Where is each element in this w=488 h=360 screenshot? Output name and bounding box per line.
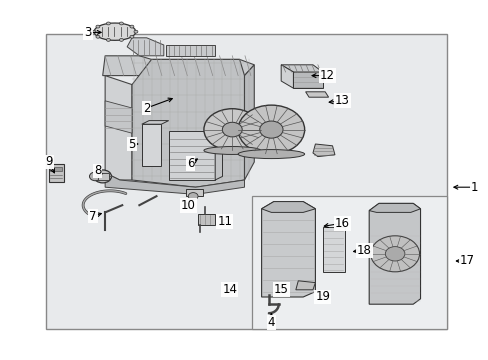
Text: 1: 1 [469,181,477,194]
Circle shape [385,247,404,261]
Ellipse shape [94,23,136,40]
Text: 18: 18 [356,244,371,257]
Circle shape [222,122,242,137]
Polygon shape [295,281,315,290]
Polygon shape [305,92,328,97]
Polygon shape [132,59,244,187]
Text: 15: 15 [273,283,288,296]
Ellipse shape [203,147,260,154]
Ellipse shape [238,150,304,158]
Circle shape [259,121,283,138]
Polygon shape [49,164,63,182]
Circle shape [130,25,134,28]
Text: 7: 7 [89,210,97,222]
Text: 19: 19 [315,291,329,303]
Polygon shape [185,189,203,196]
Circle shape [188,193,198,200]
Bar [98,173,108,180]
Circle shape [89,172,101,181]
Polygon shape [105,101,132,133]
Text: 8: 8 [94,165,102,177]
Polygon shape [198,214,215,225]
Circle shape [119,39,123,41]
Polygon shape [368,203,420,212]
Circle shape [238,105,304,154]
Circle shape [130,35,134,38]
Polygon shape [281,65,322,72]
Circle shape [119,22,123,25]
Text: 13: 13 [334,94,349,107]
Text: 16: 16 [334,217,349,230]
Polygon shape [142,124,161,166]
Text: 5: 5 [128,138,136,150]
Text: 4: 4 [267,316,275,329]
Bar [46,34,447,329]
Text: 17: 17 [459,255,473,267]
Circle shape [96,25,100,28]
Bar [251,196,447,329]
Text: 12: 12 [320,69,334,82]
Circle shape [370,236,419,272]
Polygon shape [166,45,215,56]
Polygon shape [102,56,254,76]
Text: 11: 11 [217,215,232,228]
Circle shape [92,30,96,33]
Polygon shape [105,173,244,194]
Polygon shape [127,38,163,56]
Polygon shape [215,128,222,180]
Polygon shape [281,65,293,88]
Polygon shape [293,72,322,88]
Polygon shape [312,144,334,157]
Circle shape [94,170,111,183]
Polygon shape [368,203,420,304]
Polygon shape [142,121,168,124]
Polygon shape [322,227,344,272]
Polygon shape [244,65,254,180]
Polygon shape [261,202,315,212]
Circle shape [96,35,100,38]
Text: 10: 10 [181,199,195,212]
Text: 3: 3 [84,26,92,39]
Circle shape [203,109,260,150]
Text: 2: 2 [142,102,150,114]
Text: 14: 14 [222,283,237,296]
Bar [50,167,62,171]
Text: 9: 9 [45,156,53,168]
Polygon shape [261,202,315,297]
Text: 6: 6 [186,157,194,170]
Polygon shape [168,131,215,180]
Circle shape [134,30,138,33]
Circle shape [106,22,110,25]
Circle shape [106,39,110,41]
Polygon shape [105,76,132,180]
